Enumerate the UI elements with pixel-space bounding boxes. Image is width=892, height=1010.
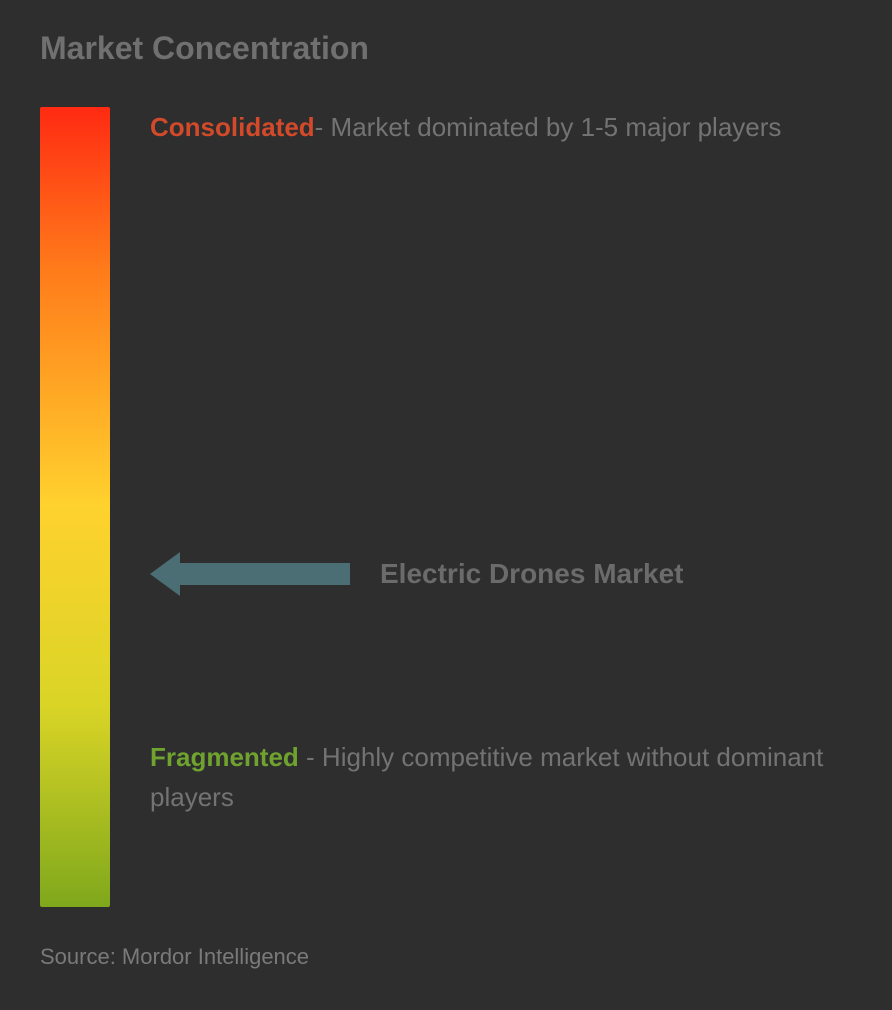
consolidated-description: Consolidated- Market dominated by 1-5 ma… [150,107,842,147]
infographic-container: Market Concentration Consolidated- Marke… [0,0,892,1010]
body-row: Consolidated- Market dominated by 1-5 ma… [40,107,852,907]
page-title: Market Concentration [40,30,852,67]
arrow-left-icon [150,552,350,596]
arrow-shaft [180,563,350,585]
market-position-callout: Electric Drones Market [150,552,683,596]
consolidated-text: - Market dominated by 1-5 major players [315,112,782,142]
fragmented-label: Fragmented [150,742,299,772]
callout-label: Electric Drones Market [380,556,683,592]
fragmented-description: Fragmented - Highly competitive market w… [150,737,842,818]
arrow-head [150,552,180,596]
concentration-gradient-bar [40,107,110,907]
consolidated-label: Consolidated [150,112,315,142]
labels-region: Consolidated- Market dominated by 1-5 ma… [110,107,852,907]
source-attribution: Source: Mordor Intelligence [40,944,309,970]
